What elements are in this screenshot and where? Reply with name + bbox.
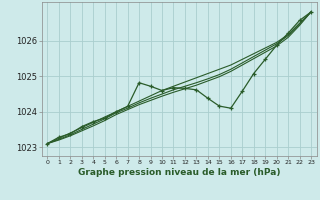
X-axis label: Graphe pression niveau de la mer (hPa): Graphe pression niveau de la mer (hPa) xyxy=(78,168,280,177)
